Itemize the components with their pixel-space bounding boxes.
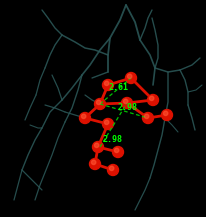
Circle shape <box>127 74 131 79</box>
Circle shape <box>144 114 148 118</box>
Circle shape <box>94 143 98 148</box>
Circle shape <box>125 72 136 84</box>
Text: 2.61: 2.61 <box>109 84 128 92</box>
Circle shape <box>96 100 100 105</box>
Circle shape <box>149 96 153 100</box>
Circle shape <box>94 99 105 110</box>
Circle shape <box>81 114 85 118</box>
Circle shape <box>163 111 167 115</box>
Circle shape <box>112 146 123 158</box>
Circle shape <box>79 112 90 123</box>
Circle shape <box>92 141 103 153</box>
Text: 2.98: 2.98 <box>117 104 137 112</box>
Circle shape <box>89 158 100 169</box>
Circle shape <box>161 110 172 120</box>
Circle shape <box>142 112 153 123</box>
Circle shape <box>114 148 118 153</box>
Circle shape <box>109 166 113 171</box>
Circle shape <box>104 120 108 125</box>
Circle shape <box>102 79 113 90</box>
Text: 2.98: 2.98 <box>103 135 122 145</box>
Circle shape <box>107 164 118 176</box>
Circle shape <box>104 81 108 85</box>
Circle shape <box>102 118 113 130</box>
Circle shape <box>147 94 158 105</box>
Circle shape <box>91 160 95 164</box>
Circle shape <box>123 99 127 104</box>
Circle shape <box>121 97 132 108</box>
